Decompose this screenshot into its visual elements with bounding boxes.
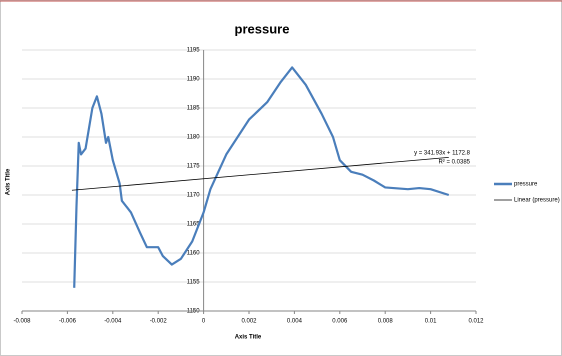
x-tick-label: 0.008	[378, 319, 394, 325]
x-tick-label: -0.004	[104, 319, 122, 325]
series-line	[71, 156, 449, 191]
x-axis-title: Axis Title	[235, 335, 262, 341]
legend-label: pressure	[514, 182, 538, 188]
x-tick-label: 0.002	[241, 319, 257, 325]
x-tick-label: 0.004	[287, 319, 303, 325]
y-tick-label: 1165	[187, 222, 201, 228]
series-line	[73, 66, 450, 288]
y-tick-label: 1175	[187, 164, 201, 170]
trendline-label: y = 341.93x + 1172.8	[414, 151, 471, 157]
y-tick-label: 1190	[187, 77, 201, 83]
x-tick-label: 0.012	[468, 319, 484, 325]
chart-title: pressure	[235, 21, 290, 36]
x-tick-label: 0	[202, 319, 206, 325]
y-tick-label: 1180	[187, 135, 201, 141]
y-axis-title: Axis Title	[6, 168, 12, 195]
x-tick-label: 0.006	[332, 319, 348, 325]
y-tick-label: 1150	[187, 309, 201, 315]
x-tick-label: -0.002	[150, 319, 168, 325]
trendline-label: R² = 0.0385	[438, 160, 470, 166]
x-tick-label: -0.008	[13, 319, 31, 325]
y-tick-label: 1195	[187, 48, 201, 54]
y-tick-label: 1185	[187, 106, 201, 112]
x-tick-label: 0.01	[425, 319, 437, 325]
x-tick-label: -0.006	[59, 319, 77, 325]
y-tick-label: 1170	[187, 193, 201, 199]
legend-label: Linear (pressure)	[514, 198, 560, 204]
y-tick-label: 1160	[187, 251, 201, 257]
y-tick-label: 1155	[187, 280, 201, 286]
